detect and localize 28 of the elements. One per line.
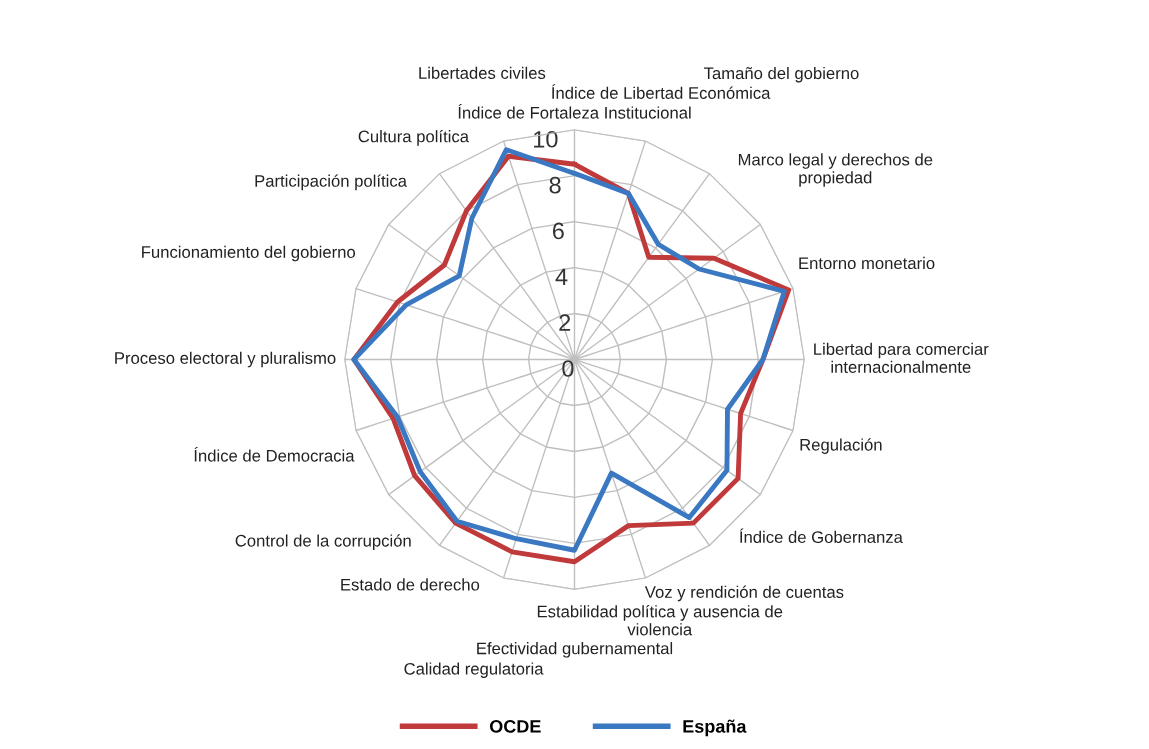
spoke-label: Efectividad gubernamental xyxy=(477,642,673,658)
y-tick-label: 2 xyxy=(559,314,571,331)
y-tick-label: 4 xyxy=(555,268,568,285)
spoke-label: Índice de Libertad Económica xyxy=(551,84,771,99)
spoke-label: Participación política xyxy=(255,174,407,191)
y-tick-label: 0 xyxy=(562,360,574,377)
legend-label: OCDE xyxy=(489,720,541,733)
spoke-label: Estabilidad política y ausencia de violencia xyxy=(537,605,783,636)
spoke-label: Voz y rendición de cuentas xyxy=(644,585,844,602)
legend-label: España xyxy=(683,719,747,737)
y-tick-label: 10 xyxy=(534,130,558,148)
spoke-label: Control de la corrupción xyxy=(235,534,411,550)
spoke-label: Tamaño del gobierno xyxy=(704,66,859,83)
spoke-label: Regulación xyxy=(800,438,882,454)
y-tick-label: 6 xyxy=(552,222,564,240)
spoke-label: Funcionamiento del gobierno xyxy=(142,245,356,262)
spoke-label: Estado de derecho xyxy=(341,578,480,591)
spoke-label: Proceso electoral y pluralismo xyxy=(115,351,336,368)
spoke-label: Marco legal y derechos de propiedad xyxy=(738,153,933,187)
spoke-label: Índice de Fortaleza Institucional xyxy=(458,104,691,119)
spoke-label: Cultura política xyxy=(358,129,469,146)
spoke-label: Libertades civiles xyxy=(419,66,546,79)
y-tick-label: 8 xyxy=(549,176,561,194)
spoke-label: Índice de Gobernanza xyxy=(740,528,903,544)
spoke-label: Libertad para comerciar internacionalmente xyxy=(814,342,989,373)
spoke-label: Índice de Democracia xyxy=(194,447,355,462)
spoke-label: Calidad regulatoria xyxy=(404,662,544,678)
spoke-label: Entorno monetario xyxy=(799,256,935,270)
